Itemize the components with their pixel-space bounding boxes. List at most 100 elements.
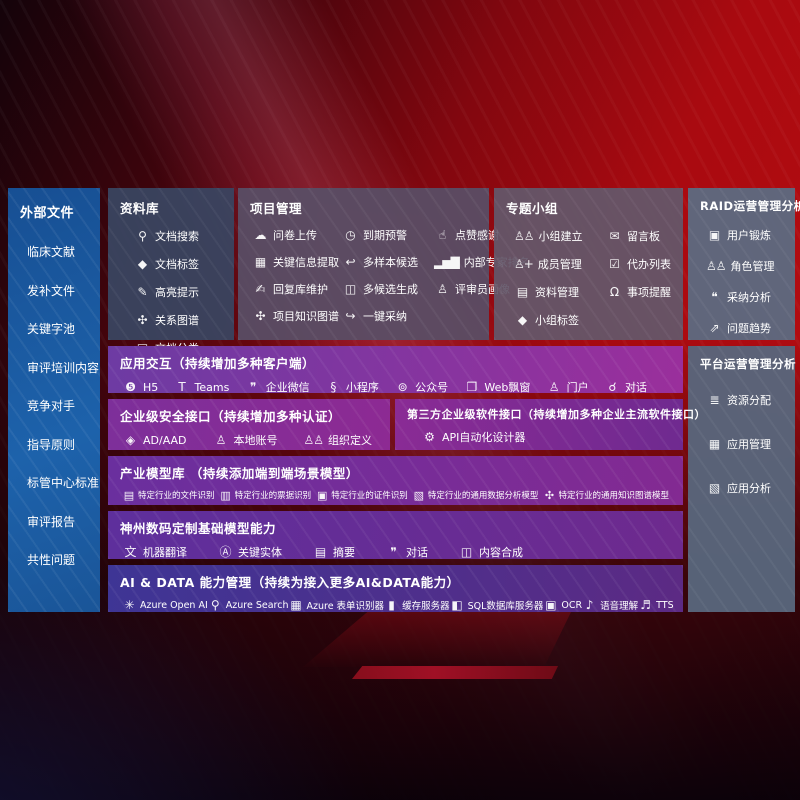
feature-item: Ω 事项提醒 <box>606 284 683 300</box>
model-icon: ▥ <box>220 488 230 502</box>
topic-group-title: 专题小组 <box>506 201 559 216</box>
feature-label: 一键采纳 <box>363 310 407 323</box>
client-icon: § <box>330 380 336 394</box>
feature-label: 留言板 <box>627 230 660 243</box>
feature-item: ☝ 点赞感谢 <box>434 227 530 243</box>
service-item: ♪ 语音理解 <box>582 598 638 612</box>
raid-analysis-list: ▣ 用户锻炼 ♙♙ 角色管理 ❝ 采纳分析 ⇗ 问题趋势 <box>706 227 795 336</box>
feature-label: 高亮提示 <box>155 286 199 299</box>
client-icon: ❺ <box>125 380 136 394</box>
service-item: ▦ Azure 表单识别器 <box>288 598 384 612</box>
service-icon: ▦ <box>290 598 301 612</box>
feature-item: ✣ 项目知识图谱 <box>252 308 339 324</box>
sidebar-item: 发补文件 <box>27 282 100 299</box>
feature-label: 关键信息提取 <box>273 256 339 269</box>
client-item: ⊚ 公众号 <box>394 379 449 395</box>
feature-icon: ♙ <box>437 282 448 296</box>
service-icon: ✳ <box>124 598 134 612</box>
client-icon: ♙ <box>548 380 560 394</box>
capability-label: 机器翻译 <box>143 546 187 559</box>
client-item: ❺ H5 <box>122 381 158 394</box>
service-label: SQL数据库服务器 <box>467 601 544 612</box>
auth-label: AD/AAD <box>143 433 187 447</box>
service-icon: ⚲ <box>210 598 220 612</box>
feature-icon: ▦ <box>708 437 720 451</box>
app-interaction-list: ❺ H5 T Teams ❞ 企业微信 § 小程序 <box>120 379 671 395</box>
client-item: ☌ 对话 <box>604 379 647 395</box>
sidebar-item: 标管中心标准 <box>27 474 100 491</box>
sidebar-item: 指导原则 <box>27 436 100 453</box>
ai-data-list: ✳ Azure Open AI ⚲ Azure Search ▦ Azure 表… <box>120 598 674 612</box>
feature-item: ⇗ 问题趋势 <box>706 320 795 336</box>
raid-analysis-title: RAID运营管理分析 <box>700 199 800 213</box>
feature-icon: ✍ <box>255 282 265 296</box>
feature-icon: ♙♙ <box>514 229 534 243</box>
feature-icon: ✉ <box>609 229 619 243</box>
foundation-model-list: 文 机器翻译 Ⓐ 关键实体 ▤ 摘要 ❞ 对话 <box>120 544 671 560</box>
auth-icon: ◈ <box>125 433 135 447</box>
model-item: ▣ 特定行业的证件识别 <box>315 489 408 502</box>
client-label: Web飘窗 <box>484 381 531 394</box>
client-item: T Teams <box>174 380 229 394</box>
feature-item: ≣ 资源分配 <box>706 392 795 408</box>
monitor-stand-silhouette <box>352 666 558 679</box>
auth-label: 本地账号 <box>233 434 278 447</box>
foundation-model-title: 神州数码定制基础模型能力 <box>120 521 277 536</box>
service-item: ▣ OCR <box>543 599 582 611</box>
thirdparty-interface-list: ⚙ API自动化设计器 <box>407 429 671 445</box>
feature-icon: ◆ <box>517 313 527 327</box>
integration-item: ⚙ API自动化设计器 <box>421 429 525 445</box>
client-icon: T <box>178 380 185 394</box>
repository-list: ⚲ 文档搜索 ◆ 文档标签 ✎ 高亮提示 ✣ 关系图谱 <box>134 228 234 356</box>
feature-item: ▤ 资料管理 <box>514 284 602 300</box>
ai-data-row: AI & DATA 能力管理（持续为接入更多AI&DATA能力） ✳ Azure… <box>108 565 683 612</box>
capability-icon: ◫ <box>460 545 472 559</box>
feature-item: ⚲ 文档搜索 <box>134 228 234 244</box>
sidebar-item-label: 关键字池 <box>27 322 76 336</box>
capability-icon: ▤ <box>314 545 326 559</box>
service-icon: ▣ <box>545 598 556 612</box>
model-label: 特定行业的通用数据分析模型 <box>427 491 539 501</box>
platform-analysis-list: ≣ 资源分配 ▦ 应用管理 ▧ 应用分析 <box>706 392 795 496</box>
model-label: 特定行业的证件识别 <box>331 491 408 501</box>
feature-icon: ▤ <box>516 285 528 299</box>
service-item: ◧ SQL数据库服务器 <box>450 598 544 612</box>
service-label: Azure Search <box>225 599 289 611</box>
feature-label: 多样本候选 <box>363 256 418 269</box>
feature-label: 项目知识图谱 <box>273 310 339 323</box>
feature-item: ♙♙ 小组建立 <box>514 228 602 244</box>
feature-icon: ▂▅▇ <box>434 255 460 269</box>
feature-label: 到期预警 <box>363 229 407 242</box>
sidebar-item: 竞争对手 <box>27 397 100 414</box>
sidebar-item-label: 共性问题 <box>27 553 76 567</box>
service-label: 语音理解 <box>600 601 639 612</box>
service-label: Azure Open AI <box>140 599 208 611</box>
feature-icon: ▣ <box>708 228 720 242</box>
sidebar-item-label: 指导原则 <box>27 437 76 452</box>
feature-icon: ♙♙ <box>706 259 726 273</box>
feature-item: ✣ 关系图谱 <box>134 312 234 328</box>
client-label: 门户 <box>566 381 589 394</box>
industry-model-list: ▤ 特定行业的文件识别 ▥ 特定行业的票据识别 ▣ 特定行业的证件识别 ▧ 特定… <box>120 488 671 502</box>
service-label: OCR <box>561 599 583 611</box>
sidebar-item: 共性问题 <box>27 551 100 568</box>
integration-icon: ⚙ <box>424 430 435 444</box>
model-item: ▧ 特定行业的通用数据分析模型 <box>412 489 539 502</box>
sidebar-item-label: 竞争对手 <box>27 399 76 413</box>
feature-icon: ☁ <box>254 228 267 242</box>
capability-icon: 文 <box>124 545 136 559</box>
service-label: TTS <box>656 599 674 611</box>
feature-icon: ⇗ <box>709 321 719 335</box>
feature-label: 应用分析 <box>727 482 771 495</box>
feature-label: 应用管理 <box>727 438 771 451</box>
model-item: ✣ 特定行业的通用知识图谱模型 <box>542 489 669 502</box>
feature-icon: ✣ <box>255 309 265 323</box>
auth-item: ♙ 本地账号 <box>213 432 278 448</box>
feature-label: 回复库维护 <box>273 283 328 296</box>
client-label: 对话 <box>624 381 647 394</box>
feature-item: ▦ 关键信息提取 <box>252 254 339 270</box>
monitor-silhouette <box>303 612 571 667</box>
auth-item: ♙♙ 组织定义 <box>304 432 373 448</box>
feature-item: ▣ 用户锻炼 <box>706 227 795 243</box>
auth-item: ◈ AD/AAD <box>122 434 187 447</box>
